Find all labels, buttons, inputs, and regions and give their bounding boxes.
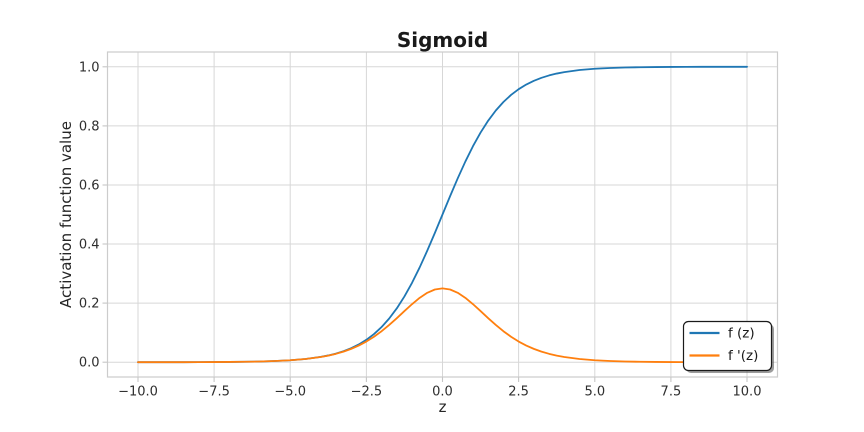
y-tick-label: 0.6 — [79, 179, 100, 194]
x-tick-label: −2.5 — [351, 385, 383, 400]
x-tick-label: 5.0 — [584, 385, 605, 400]
x-axis-label: z — [439, 398, 447, 416]
y-tick-labels: 0.0 0.2 0.4 0.6 0.8 1.0 — [79, 60, 100, 370]
y-axis-label: Activation function value — [57, 121, 75, 308]
x-tick-labels: −10.0 −7.5 −5.0 −2.5 0.0 2.5 5.0 7.5 10.0 — [118, 385, 761, 400]
y-tick-label: 0.8 — [79, 119, 100, 134]
y-tick-label: 0.4 — [79, 238, 100, 253]
x-tick-label: −5.0 — [274, 385, 306, 400]
y-tick-label: 1.0 — [79, 60, 100, 75]
y-tick-label: 0.0 — [79, 356, 100, 371]
chart-title: Sigmoid — [397, 28, 488, 52]
x-tick-label: 10.0 — [733, 385, 762, 400]
y-tick-label: 0.2 — [79, 297, 100, 312]
x-tick-label: 2.5 — [508, 385, 529, 400]
series-path-1 — [137, 287, 748, 364]
series-lines — [137, 65, 748, 364]
x-tick-label: −10.0 — [118, 385, 158, 400]
x-tick-label: 7.5 — [661, 385, 682, 400]
axis-ticks — [102, 66, 748, 382]
x-tick-label: 0.0 — [432, 385, 453, 400]
x-tick-label: −7.5 — [198, 385, 230, 400]
legend: f (z) f '(z) — [682, 320, 774, 373]
legend-label-fprime: f '(z) — [728, 348, 758, 364]
legend-label-f: f (z) — [728, 326, 755, 342]
